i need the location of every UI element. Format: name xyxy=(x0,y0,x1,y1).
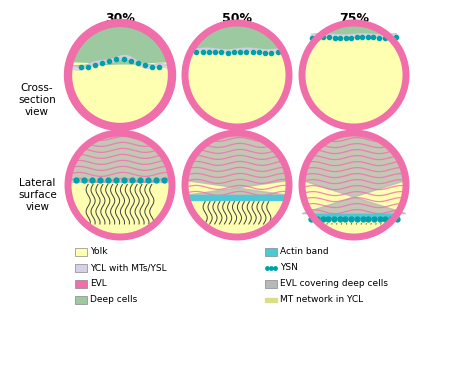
FancyBboxPatch shape xyxy=(265,280,277,288)
Polygon shape xyxy=(311,23,397,35)
FancyBboxPatch shape xyxy=(75,280,87,288)
FancyBboxPatch shape xyxy=(265,248,277,256)
Polygon shape xyxy=(310,213,398,218)
Text: YSN: YSN xyxy=(280,263,298,272)
Polygon shape xyxy=(185,195,289,199)
Polygon shape xyxy=(302,133,406,213)
Text: Actin band: Actin band xyxy=(280,248,328,256)
Text: EVL covering deep cells: EVL covering deep cells xyxy=(280,279,388,289)
Polygon shape xyxy=(185,133,289,195)
Text: YCL with MTs/YSL: YCL with MTs/YSL xyxy=(90,263,167,272)
Circle shape xyxy=(68,133,172,237)
Text: Yolk: Yolk xyxy=(90,248,108,256)
Text: Cross-
section
view: Cross- section view xyxy=(18,83,56,117)
Polygon shape xyxy=(72,56,168,70)
Polygon shape xyxy=(68,133,172,182)
Text: EVL: EVL xyxy=(90,279,107,289)
Polygon shape xyxy=(70,23,170,67)
Text: Lateral
surface
view: Lateral surface view xyxy=(18,178,57,212)
FancyBboxPatch shape xyxy=(75,296,87,304)
Text: 75%: 75% xyxy=(339,12,369,25)
Text: 30%: 30% xyxy=(105,12,135,25)
Circle shape xyxy=(185,23,289,127)
Text: 50%: 50% xyxy=(222,12,252,25)
Polygon shape xyxy=(192,23,282,50)
Text: MT network in YCL: MT network in YCL xyxy=(280,296,363,305)
Text: Deep cells: Deep cells xyxy=(90,296,137,305)
Circle shape xyxy=(302,133,406,237)
Polygon shape xyxy=(192,48,282,53)
Polygon shape xyxy=(311,34,397,38)
FancyBboxPatch shape xyxy=(75,264,87,272)
Circle shape xyxy=(185,133,289,237)
FancyBboxPatch shape xyxy=(75,248,87,256)
Circle shape xyxy=(68,23,172,127)
Circle shape xyxy=(302,23,406,127)
